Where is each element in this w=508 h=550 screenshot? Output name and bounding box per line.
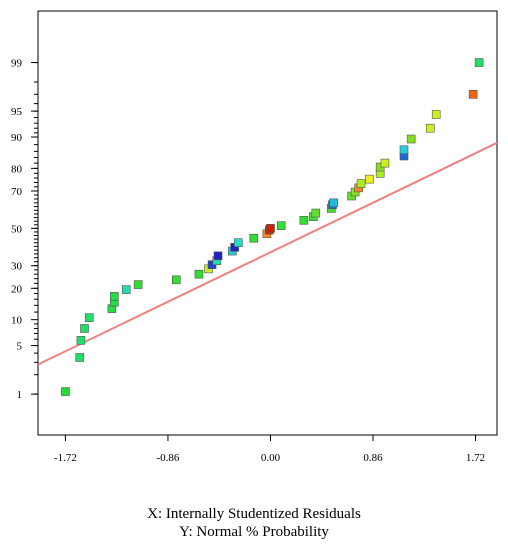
data-point (84, 313, 94, 322)
data-point (133, 280, 143, 289)
x-axis: -1.72 -0.86 0.00 0.86 1.72 (54, 435, 485, 464)
y-tick-label: 1 (17, 389, 23, 401)
x-tick-label: 0.86 (363, 452, 383, 464)
y-tick-label: 70 (11, 186, 23, 198)
fit-line (37, 141, 498, 366)
normal-probability-plot: 1 5 10 20 30 50 70 80 90 95 99 -1.72 -0.86 0.00 0.86 1… (11, 10, 498, 464)
x-axis-title: X: Internally Studentized Residuals (147, 506, 361, 522)
x-tick-label: -1.72 (54, 452, 77, 464)
y-tick-label: 99 (11, 58, 23, 70)
data-point (431, 110, 441, 119)
data-point (75, 353, 85, 362)
x-tick-label: 1.72 (466, 452, 485, 464)
data-point (365, 174, 374, 184)
y-tick-label: 95 (11, 106, 23, 118)
data-point (468, 90, 478, 99)
x-tick-label: -0.86 (156, 452, 179, 464)
x-tick-label: 0.00 (261, 452, 281, 464)
data-point (194, 269, 204, 279)
y-tick-label: 10 (11, 315, 23, 327)
data-point (380, 158, 390, 168)
data-point (61, 387, 70, 396)
data-point (249, 233, 259, 243)
data-point (171, 275, 181, 285)
data-point (233, 238, 243, 248)
y-tick-label: 30 (11, 261, 23, 273)
data-point (266, 224, 275, 233)
data-point (311, 208, 321, 218)
y-axis: 1 5 10 20 30 50 70 80 90 95 99 (11, 58, 38, 401)
y-tick-label: 20 (11, 283, 23, 295)
data-point (329, 198, 338, 208)
data-point (356, 179, 366, 188)
y-tick-label: 80 (11, 163, 23, 175)
data-point (474, 58, 484, 67)
plot-frame (37, 10, 498, 436)
data-point (121, 285, 131, 294)
data-point (406, 134, 416, 144)
y-tick-label: 50 (11, 223, 23, 235)
data-point (399, 145, 409, 155)
data-point (276, 221, 286, 230)
data-point (299, 215, 309, 225)
y-tick-label: 90 (11, 132, 23, 144)
y-tick-label: 5 (17, 341, 23, 353)
y-axis-title: Y: Normal % Probability (179, 524, 329, 540)
data-points (61, 58, 484, 396)
data-point (213, 251, 223, 261)
data-point (76, 336, 86, 345)
data-point (425, 123, 435, 133)
data-point (80, 324, 89, 333)
data-point (110, 292, 119, 301)
